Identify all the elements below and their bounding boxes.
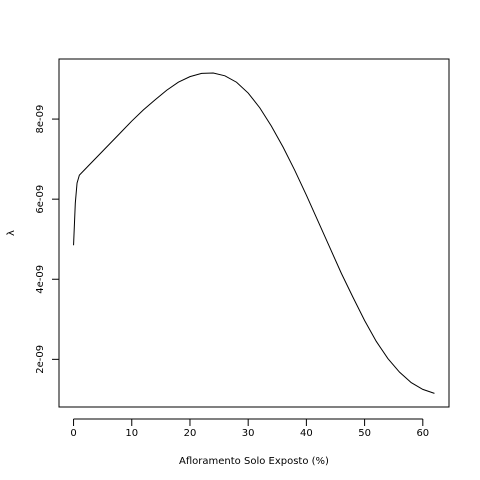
y-axis: 2e-09 4e-09 6e-09 8e-09 [35, 105, 60, 374]
x-tick-label: 50 [358, 428, 371, 439]
x-tick-label: 60 [416, 428, 429, 439]
x-axis: 0 10 20 30 40 50 60 [70, 418, 429, 439]
y-axis-title: λ [6, 230, 17, 236]
x-tick-label: 40 [300, 428, 313, 439]
plot-area-box [58, 58, 450, 408]
y-tick-label: 2e-09 [35, 345, 46, 374]
x-tick-label: 10 [125, 428, 138, 439]
x-axis-title: Afloramento Solo Exposto (%) [179, 456, 329, 467]
x-tick-label: 30 [242, 428, 255, 439]
series-layer [73, 72, 435, 394]
x-tick-label: 20 [184, 428, 197, 439]
x-tick-label: 0 [70, 428, 76, 439]
y-tick-label: 8e-09 [35, 105, 46, 134]
series-line-0 [73, 72, 435, 394]
y-tick-label: 4e-09 [35, 265, 46, 294]
y-tick-label: 6e-09 [35, 185, 46, 214]
